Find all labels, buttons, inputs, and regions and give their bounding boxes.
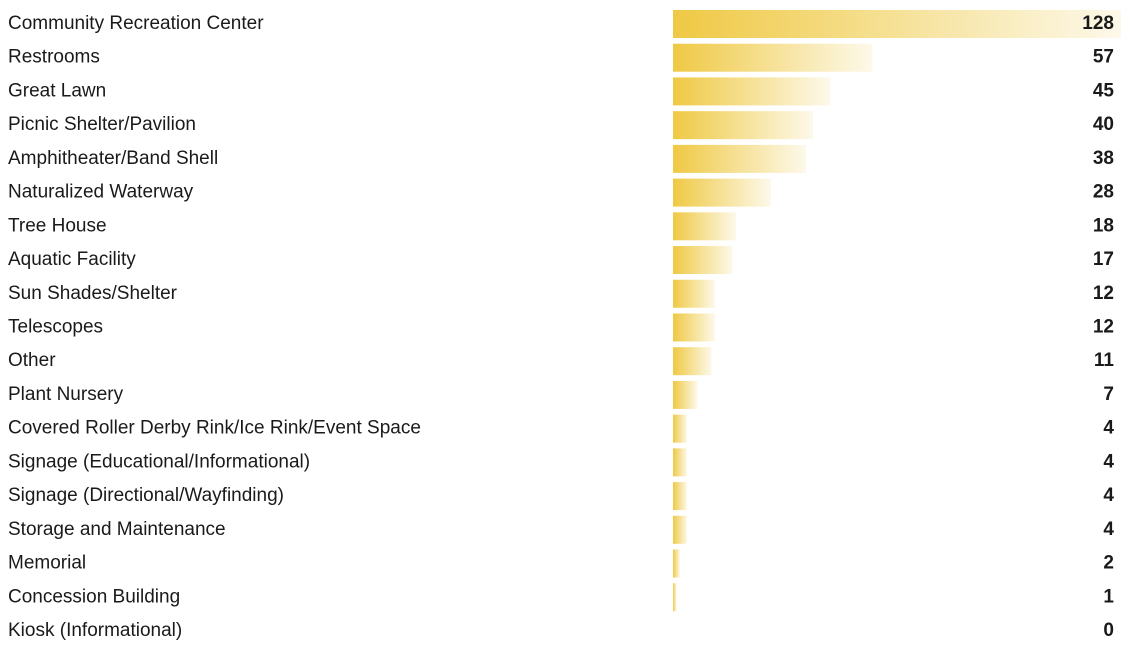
- value-label: 18: [1093, 215, 1114, 236]
- bar: [673, 246, 733, 275]
- value-label: 128: [1082, 13, 1114, 34]
- value-label: 4: [1103, 451, 1114, 472]
- bar: [673, 279, 715, 308]
- value-label: 12: [1093, 316, 1114, 337]
- category-label: Kiosk (Informational): [8, 620, 182, 641]
- bar: [673, 482, 687, 511]
- category-label: Covered Roller Derby Rink/Ice Rink/Event…: [8, 418, 421, 439]
- value-label: 17: [1093, 249, 1114, 270]
- category-label: Memorial: [8, 553, 86, 574]
- category-label: Naturalized Waterway: [8, 182, 194, 203]
- category-label: Restrooms: [8, 47, 100, 68]
- value-label: 4: [1103, 519, 1114, 540]
- bar: [673, 43, 873, 72]
- category-label: Sun Shades/Shelter: [8, 283, 178, 304]
- category-label: Aquatic Facility: [8, 249, 136, 270]
- value-label: 28: [1093, 182, 1114, 203]
- bar: [673, 144, 806, 173]
- value-label: 57: [1093, 47, 1114, 68]
- category-label: Great Lawn: [8, 80, 106, 101]
- value-label: 45: [1093, 80, 1115, 101]
- bar: [673, 111, 813, 140]
- category-label: Plant Nursery: [8, 384, 124, 405]
- category-label: Signage (Educational/Informational): [8, 451, 310, 472]
- value-label: 7: [1103, 384, 1114, 405]
- bar: [673, 178, 771, 207]
- category-label: Other: [8, 350, 56, 371]
- value-label: 38: [1093, 148, 1114, 169]
- bar: [673, 77, 831, 106]
- bar: [673, 212, 736, 241]
- value-label: 0: [1103, 620, 1114, 641]
- value-label: 12: [1093, 283, 1114, 304]
- category-label: Tree House: [8, 215, 107, 236]
- bar: [673, 380, 698, 409]
- bar: [673, 347, 712, 376]
- category-label: Amphitheater/Band Shell: [8, 148, 218, 169]
- bar: [673, 313, 715, 342]
- category-label: Picnic Shelter/Pavilion: [8, 114, 196, 135]
- category-label: Storage and Maintenance: [8, 519, 226, 540]
- category-label: Telescopes: [8, 316, 103, 337]
- bar: [673, 583, 677, 612]
- value-label: 4: [1103, 418, 1114, 439]
- value-label: 11: [1094, 350, 1115, 371]
- value-label: 2: [1103, 553, 1114, 574]
- bar: [673, 515, 687, 544]
- value-label: 40: [1093, 114, 1114, 135]
- bar: [673, 10, 1121, 38]
- bar: [673, 448, 687, 477]
- category-label: Signage (Directional/Wayfinding): [8, 485, 284, 506]
- bar: [673, 414, 687, 443]
- category-label: Concession Building: [8, 586, 180, 607]
- bar: [673, 549, 680, 578]
- category-label: Community Recreation Center: [8, 13, 264, 34]
- value-label: 1: [1103, 586, 1114, 607]
- value-label: 4: [1103, 485, 1114, 506]
